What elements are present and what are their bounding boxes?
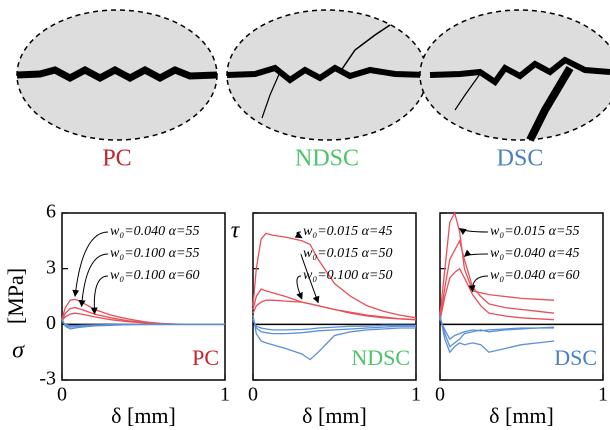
crack (16, 66, 218, 82)
annotation-arrow (90, 275, 109, 315)
annotation: w₀=0.040 α=60 (490, 268, 579, 283)
annotation-arrow (78, 253, 109, 308)
specimen-label: NDSC (295, 146, 359, 172)
crack-branch (339, 24, 391, 73)
x-axis-label: δ [mm] (489, 403, 554, 428)
annotation: w₀=0.015 α=50 (303, 246, 392, 261)
y-tick-label: 3 (46, 256, 56, 278)
crack-branch (526, 65, 574, 142)
plot-frame (252, 212, 417, 381)
illustrations (16, 9, 610, 142)
y-tick-label: 6 (46, 201, 56, 223)
annotation-arrow (468, 275, 489, 293)
series-line (252, 232, 417, 319)
y-axis-label-sigma: σ (12, 338, 25, 364)
annotation: w₀=0.100 α=60 (110, 268, 199, 283)
series-line (439, 316, 555, 348)
series-line (439, 318, 555, 341)
x-tick-label: 1 (411, 384, 421, 406)
series-line (439, 314, 555, 354)
crack-branch (454, 73, 481, 111)
annotation: w₀=0.040 α=45 (490, 246, 579, 261)
crack-branch (261, 71, 281, 119)
series-line (61, 312, 225, 325)
x-tick-label: 1 (220, 384, 230, 406)
series-line (439, 267, 555, 321)
panel-label: DSC (554, 345, 597, 370)
annotation-arrow (72, 231, 109, 297)
series-line (252, 288, 417, 321)
panel-label: PC (192, 345, 219, 370)
x-tick-label: 0 (57, 384, 67, 406)
plot-frame (61, 212, 226, 381)
x-axis-label: δ [mm] (111, 403, 176, 428)
x-tick-label: 0 (248, 384, 258, 406)
x-tick-label: 0 (435, 384, 445, 406)
x-tick-label: 1 (598, 384, 608, 406)
annotation-arrow (296, 275, 303, 300)
annotation: w₀=0.100 α=55 (110, 246, 199, 261)
series-line (252, 299, 417, 321)
annotation-arrow (300, 253, 320, 304)
crack (429, 56, 610, 87)
y-axis-label-tau: τ (231, 218, 241, 244)
y-axis-label: [MPa] (3, 268, 28, 324)
specimen-label: PC (102, 146, 131, 172)
annotation-arrow (294, 231, 303, 239)
annotation: w₀=0.040 α=55 (110, 224, 199, 239)
y-tick-label: 0 (46, 312, 56, 334)
crack (226, 64, 428, 84)
plot-frame (439, 212, 604, 381)
series-line (252, 314, 416, 361)
series-line (252, 318, 416, 335)
annotation: w₀=0.015 α=55 (490, 224, 579, 239)
annotation-arrow (463, 249, 489, 257)
specimen-label: DSC (497, 146, 544, 172)
series-line (61, 321, 225, 327)
series-line (252, 320, 416, 331)
annotation-arrow (458, 228, 489, 235)
annotation: w₀=0.100 α=50 (303, 268, 392, 283)
panel-label: NDSC (351, 345, 410, 370)
y-tick-label: -3 (39, 368, 56, 390)
annotation: w₀=0.015 α=45 (303, 224, 392, 239)
x-axis-label: δ [mm] (302, 403, 367, 428)
